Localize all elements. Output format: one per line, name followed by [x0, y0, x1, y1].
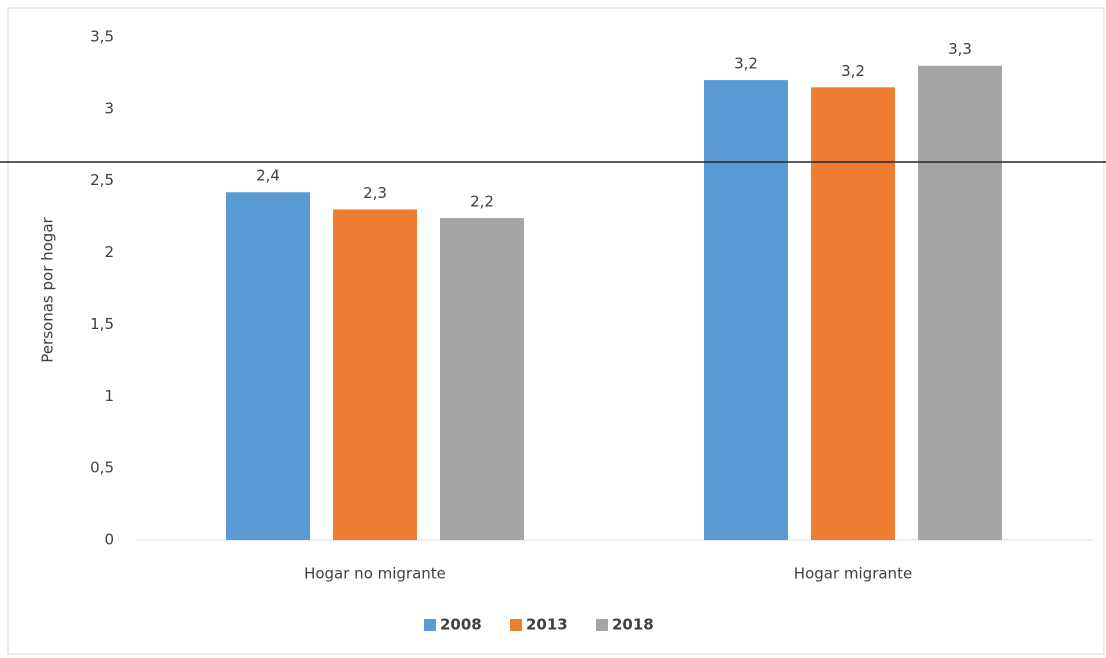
bar [333, 209, 417, 540]
y-tick-label: 0,5 [90, 459, 114, 477]
y-tick-label: 3 [104, 99, 114, 117]
bar [440, 218, 524, 540]
y-tick-label: 1 [104, 387, 114, 405]
legend-label: 2008 [440, 616, 482, 634]
data-label: 2,2 [470, 193, 494, 211]
data-label: 3,2 [841, 62, 865, 80]
data-label: 3,2 [734, 55, 758, 73]
y-tick-label: 2,5 [90, 171, 114, 189]
y-axis-title: Personas por hogar [39, 216, 57, 362]
y-tick-label: 2 [104, 243, 114, 261]
legend-swatch [424, 619, 436, 631]
y-tick-label: 1,5 [90, 315, 114, 333]
bar [704, 80, 788, 540]
x-tick-label: Hogar no migrante [304, 565, 446, 583]
y-tick-label: 0 [104, 531, 114, 549]
data-label: 2,3 [363, 184, 387, 202]
bar [811, 87, 895, 541]
bar [226, 192, 310, 540]
legend-label: 2018 [612, 616, 654, 634]
legend-label: 2013 [526, 616, 568, 634]
legend-swatch [596, 619, 608, 631]
legend-swatch [510, 619, 522, 631]
x-tick-label: Hogar migrante [794, 565, 912, 583]
bar [918, 65, 1002, 540]
data-label: 2,4 [256, 167, 280, 185]
data-label: 3,3 [948, 40, 972, 58]
y-tick-label: 3,5 [90, 28, 114, 46]
